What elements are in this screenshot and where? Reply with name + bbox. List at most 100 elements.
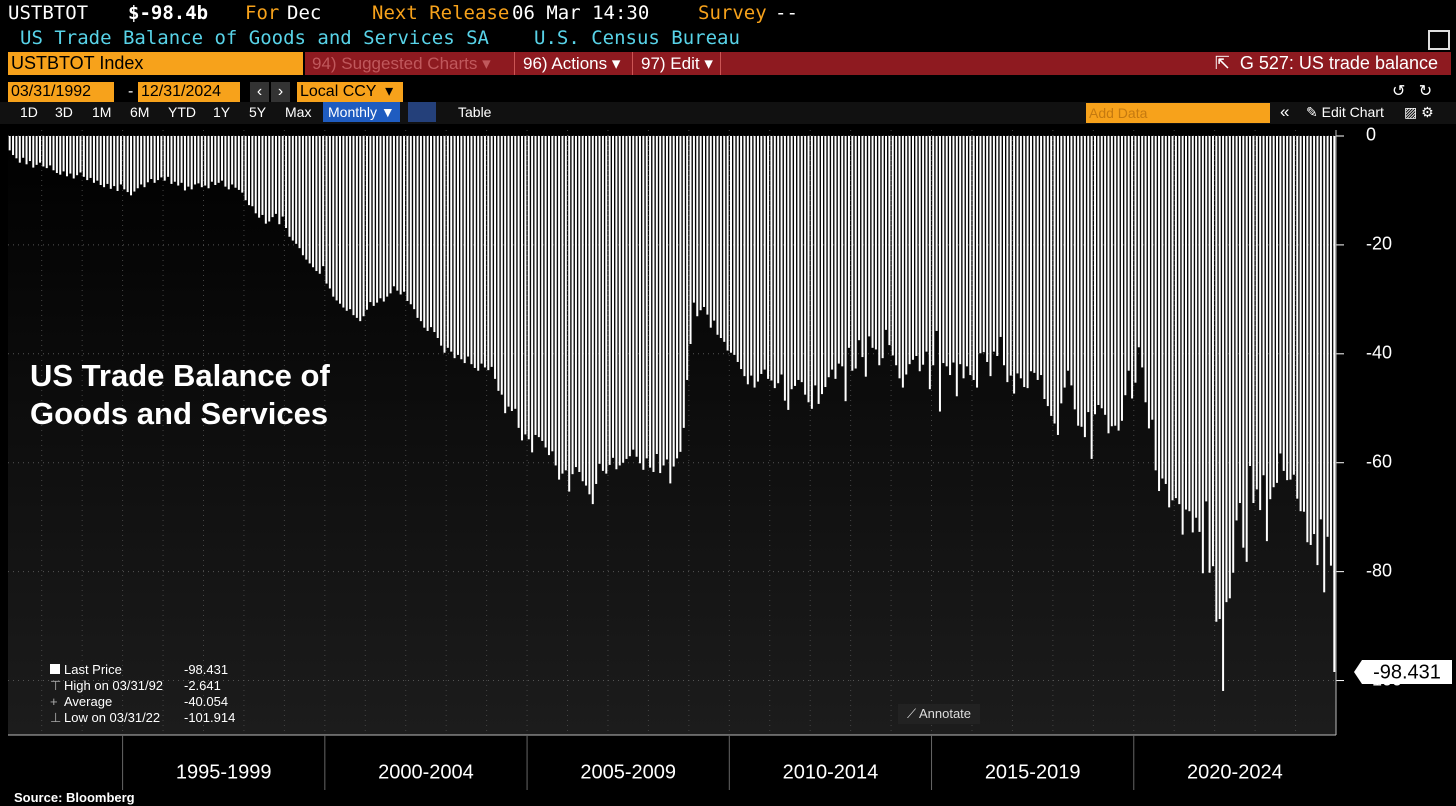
settings-icons[interactable]: ▨ ⚙ bbox=[1404, 104, 1434, 120]
bar bbox=[406, 135, 409, 301]
range-button[interactable]: 1M bbox=[92, 104, 112, 120]
bar bbox=[972, 135, 975, 380]
bar bbox=[733, 135, 736, 355]
bar bbox=[288, 135, 291, 237]
end-date[interactable]: 12/31/2024 bbox=[138, 82, 240, 102]
bar bbox=[1019, 135, 1022, 379]
bar bbox=[15, 135, 18, 159]
chart-type-icon[interactable] bbox=[408, 102, 436, 122]
undo-icons[interactable]: ↺ ↻ bbox=[1392, 83, 1433, 100]
bar bbox=[1326, 135, 1329, 537]
frequency[interactable]: Monthly ▼ bbox=[323, 102, 400, 122]
bar bbox=[1228, 135, 1231, 599]
bar bbox=[901, 135, 904, 388]
bar bbox=[1309, 135, 1312, 545]
range-button[interactable]: Max bbox=[285, 104, 312, 120]
bar bbox=[423, 135, 426, 328]
x-period-label: 2005-2009 bbox=[580, 761, 676, 783]
bar bbox=[578, 135, 581, 472]
bar bbox=[1144, 135, 1147, 403]
bar bbox=[1211, 135, 1214, 567]
bar bbox=[1154, 135, 1157, 471]
bar bbox=[190, 135, 193, 190]
bar bbox=[1232, 135, 1235, 573]
bar bbox=[440, 135, 443, 346]
bar bbox=[810, 135, 813, 409]
bar bbox=[443, 135, 446, 353]
collapse-button[interactable]: « bbox=[1280, 102, 1290, 121]
table-button[interactable]: Table bbox=[458, 104, 492, 120]
bar bbox=[965, 135, 968, 367]
bar bbox=[396, 135, 399, 291]
bar bbox=[1296, 135, 1299, 499]
bar bbox=[477, 135, 480, 371]
bar bbox=[285, 135, 288, 229]
bar bbox=[460, 135, 463, 360]
bar bbox=[1033, 135, 1036, 373]
range-button[interactable]: 1Y bbox=[213, 104, 231, 120]
menu-edit[interactable]: 97) Edit ▾ bbox=[632, 52, 713, 75]
bar bbox=[743, 135, 746, 377]
range-button[interactable]: 5Y bbox=[249, 104, 267, 120]
popout-icon[interactable] bbox=[1428, 30, 1450, 50]
bar bbox=[1090, 135, 1093, 459]
bar bbox=[433, 135, 436, 333]
range-button[interactable]: 6M bbox=[130, 104, 150, 120]
bar bbox=[703, 135, 706, 307]
annotate-text: Annotate bbox=[918, 706, 972, 721]
bar bbox=[1100, 135, 1103, 409]
bar bbox=[820, 135, 823, 395]
menu-suggested[interactable]: 94) Suggested Charts ▾ bbox=[312, 54, 491, 73]
bar bbox=[1292, 135, 1295, 475]
menu-actions[interactable]: 96) Actions ▾ bbox=[514, 52, 620, 75]
description: US Trade Balance of Goods and Services S… bbox=[20, 27, 489, 49]
range-button[interactable]: YTD bbox=[168, 104, 196, 120]
range-button[interactable]: 1D bbox=[20, 104, 38, 120]
bar bbox=[204, 135, 207, 186]
bar bbox=[679, 135, 682, 452]
edit-chart[interactable]: ✎ Edit Chart bbox=[1306, 104, 1384, 120]
bar bbox=[780, 135, 783, 375]
agency: U.S. Census Bureau bbox=[534, 27, 740, 49]
bar bbox=[1080, 135, 1083, 427]
bar bbox=[605, 135, 608, 474]
bar bbox=[146, 135, 149, 183]
bar bbox=[723, 135, 726, 342]
bar bbox=[952, 135, 955, 363]
prev-button[interactable]: ‹ bbox=[250, 82, 269, 102]
bar bbox=[1222, 135, 1225, 691]
bar bbox=[1185, 135, 1188, 510]
currency-text: Local CCY bbox=[300, 83, 377, 100]
bar bbox=[888, 135, 891, 346]
bar bbox=[32, 135, 35, 168]
bar bbox=[628, 135, 631, 457]
bar bbox=[274, 135, 277, 214]
release-value: 06 Mar 14:30 bbox=[512, 2, 650, 24]
bar bbox=[942, 135, 945, 364]
bar bbox=[746, 135, 749, 385]
bar bbox=[170, 135, 173, 184]
start-date[interactable]: 03/31/1992 bbox=[8, 82, 114, 102]
bar bbox=[200, 135, 203, 188]
legend-row: ⊥ Low on 03/31/22 -101.914 bbox=[50, 710, 236, 725]
next-button[interactable]: › bbox=[271, 82, 290, 102]
bar bbox=[187, 135, 190, 187]
bar bbox=[173, 135, 176, 182]
bar bbox=[261, 135, 264, 215]
range-button[interactable]: 3D bbox=[55, 104, 73, 120]
bar bbox=[399, 135, 402, 295]
annotate-button[interactable]: ⟋ Annotate bbox=[898, 704, 980, 724]
add-data[interactable]: Add Data bbox=[1086, 103, 1270, 123]
bar bbox=[986, 135, 989, 362]
bar bbox=[1313, 135, 1316, 535]
bar bbox=[1249, 135, 1252, 466]
bar bbox=[231, 135, 234, 185]
last-value-label: -98.431 bbox=[1373, 661, 1441, 683]
bar bbox=[713, 135, 716, 321]
security-field[interactable]: USTBTOT Index bbox=[8, 52, 303, 75]
bar bbox=[1252, 135, 1255, 504]
bar bbox=[1329, 135, 1332, 566]
bar bbox=[359, 135, 362, 322]
edit-chart-text: Edit Chart bbox=[1321, 104, 1384, 120]
currency[interactable]: Local CCY ▾ bbox=[297, 82, 403, 102]
